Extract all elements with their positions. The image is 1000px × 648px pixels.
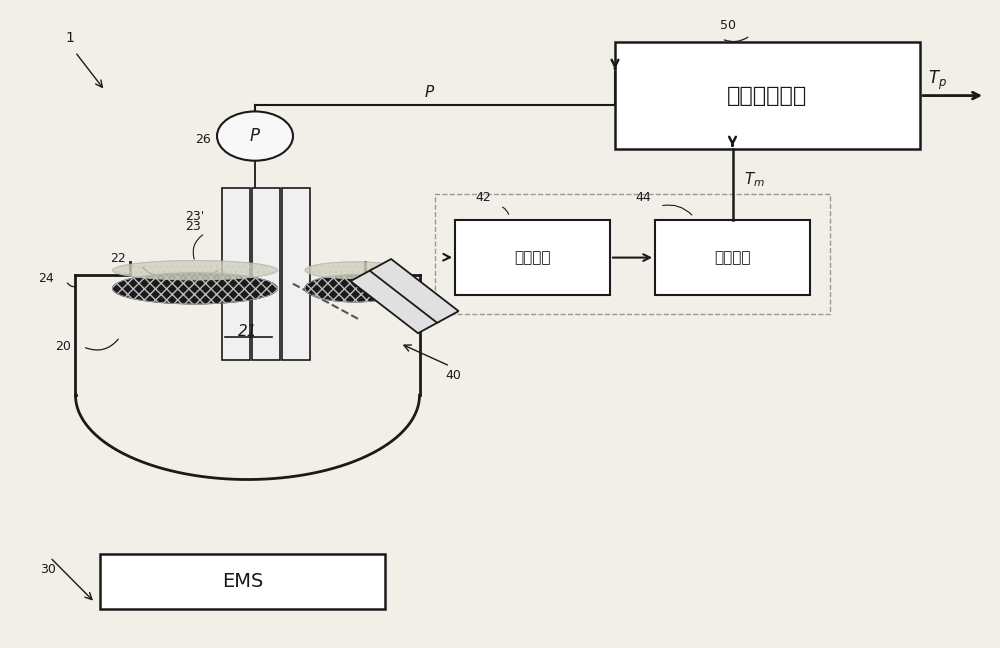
Bar	[615, 42, 920, 149]
Text: 感测单元: 感测单元	[514, 250, 551, 265]
Circle shape	[217, 111, 293, 161]
Ellipse shape	[112, 273, 278, 304]
Text: 20: 20	[55, 340, 71, 353]
Text: 温度控制单元: 温度控制单元	[727, 86, 808, 106]
Ellipse shape	[305, 262, 405, 279]
Text: 21: 21	[238, 324, 258, 340]
Bar	[252, 188, 280, 360]
Bar	[435, 194, 830, 314]
Text: 23: 23	[185, 220, 201, 233]
Text: 1: 1	[65, 31, 74, 45]
Text: 42: 42	[475, 191, 491, 204]
Bar	[100, 554, 385, 609]
Text: 30: 30	[40, 564, 56, 577]
Text: 44: 44	[635, 191, 651, 204]
Text: $T_m$: $T_m$	[744, 170, 765, 189]
Text: 处理单元: 处理单元	[714, 250, 751, 265]
Text: 26: 26	[195, 133, 211, 146]
Bar	[282, 188, 310, 360]
Text: 22: 22	[110, 253, 126, 266]
Text: $T_p$: $T_p$	[928, 69, 947, 92]
Text: P: P	[250, 127, 260, 145]
Text: 23': 23'	[185, 211, 204, 224]
Text: 24: 24	[38, 272, 54, 285]
Text: EMS: EMS	[222, 572, 263, 591]
Ellipse shape	[112, 260, 278, 280]
Bar	[455, 220, 610, 295]
Text: 40: 40	[445, 369, 461, 382]
Text: 46: 46	[370, 272, 386, 285]
Polygon shape	[370, 259, 459, 323]
Ellipse shape	[305, 275, 405, 302]
Text: P: P	[425, 85, 434, 100]
Bar	[222, 188, 250, 360]
Text: 50: 50	[720, 19, 736, 32]
Polygon shape	[351, 270, 439, 333]
Bar	[655, 220, 810, 295]
